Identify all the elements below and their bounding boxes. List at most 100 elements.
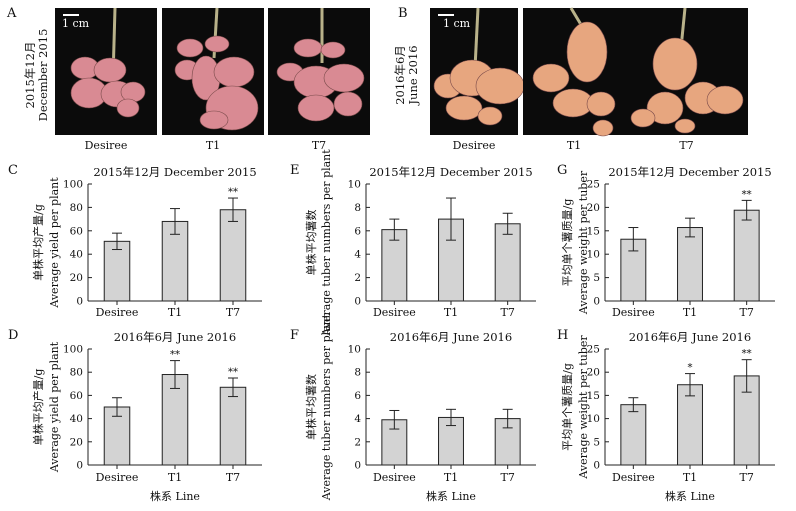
chart-title: 2016年6月 June 2016: [114, 330, 236, 344]
x-category-label: T1: [168, 306, 182, 319]
photo-date-cn: 2016年6月: [393, 45, 407, 105]
potato-tuber: [293, 38, 323, 58]
photo-date-en: June 2016: [406, 45, 420, 105]
y-axis-label-cn: 平均单个薯质量/g: [561, 199, 574, 287]
y-tick-label: 4: [354, 413, 361, 425]
x-category-label: T1: [168, 471, 182, 484]
y-tick-label: 0: [354, 460, 361, 472]
bar: [219, 386, 247, 466]
photo-line-label: T7: [312, 139, 326, 152]
potato-tuber: [674, 118, 696, 134]
potato-tuber: [204, 35, 230, 53]
photo-date-label: 2015年12月December 2015: [23, 29, 50, 122]
potato-tuber: [566, 21, 608, 83]
y-tick-label: 20: [70, 436, 83, 448]
bar-chart-f: F 2016年6月 June 2016 单株平均薯数 Average tuber nu…: [290, 313, 536, 503]
y-tick-label: 4: [354, 249, 361, 261]
potato-tuber: [586, 91, 616, 117]
chart-panel-letter: H: [557, 328, 568, 343]
y-tick-label: 10: [587, 249, 600, 261]
potato-tuber: [706, 85, 744, 115]
chart-panel-letter: C: [8, 163, 18, 178]
y-tick-label: 40: [70, 249, 83, 261]
x-category-label: T7: [226, 471, 240, 484]
bar: [677, 384, 703, 466]
y-tick-label: 10: [348, 179, 361, 191]
bar: [103, 240, 131, 302]
potato-tuber: [320, 41, 346, 59]
significance-marker: **: [742, 189, 752, 200]
x-category-label: Desiree: [373, 471, 416, 484]
bar-chart-c: C 2015年12月 December 2015 单株平均产量/g Average y…: [8, 163, 262, 319]
y-axis-label-cn: 单株平均产量/g: [31, 369, 45, 446]
y-axis-label-cn: 单株平均产量/g: [31, 204, 45, 281]
potato-tuber: [652, 37, 698, 91]
y-tick-label: 0: [593, 460, 600, 472]
significance-marker: **: [228, 367, 238, 378]
x-axis-label: 株系 Line: [665, 489, 715, 503]
y-tick-label: 5: [593, 436, 600, 448]
y-axis-label-en: Average weight per tuber: [577, 170, 590, 315]
y-tick-label: 2: [354, 272, 361, 284]
chart-panel-letter: F: [290, 328, 299, 343]
bar: [494, 223, 521, 302]
x-category-label: Desiree: [373, 306, 416, 319]
x-category-label: Desiree: [612, 471, 655, 484]
photo-date-cn: 2015年12月: [23, 42, 37, 109]
y-tick-label: 25: [587, 179, 600, 191]
bar: [677, 227, 703, 302]
significance-marker: **: [170, 350, 180, 361]
y-tick-label: 60: [70, 225, 83, 237]
x-category-label: Desiree: [612, 306, 655, 319]
x-category-label: T7: [500, 306, 514, 319]
y-tick-label: 10: [348, 344, 361, 356]
bar-chart-g: G 2015年12月 December 2015 平均单个薯质量/g Average …: [557, 163, 775, 319]
y-tick-label: 15: [587, 225, 600, 237]
y-tick-label: 5: [593, 272, 600, 284]
y-axis-label-en: Average tuber numbers per plant: [320, 149, 333, 337]
potato-tuber: [323, 63, 365, 93]
potato-tuber: [93, 57, 127, 83]
significance-marker: **: [228, 187, 238, 198]
y-tick-label: 0: [76, 296, 83, 308]
y-tick-label: 20: [587, 202, 600, 214]
y-axis-label-en: Average yield per plant: [48, 341, 61, 473]
chart-panel-letter: E: [290, 163, 300, 178]
y-tick-label: 8: [354, 367, 361, 379]
x-category-label: T1: [683, 306, 697, 319]
photo-date-en: December 2015: [36, 29, 50, 122]
y-axis-label-cn: 单株平均薯数: [304, 210, 318, 276]
y-tick-label: 6: [354, 390, 361, 402]
potato-tuber: [475, 67, 525, 105]
y-tick-label: 2: [354, 436, 361, 448]
photo-line-label: Desiree: [85, 139, 128, 152]
x-category-label: T7: [226, 306, 240, 319]
x-category-label: T1: [444, 306, 458, 319]
potato-tuber: [445, 95, 483, 121]
y-tick-label: 15: [587, 390, 600, 402]
plant-stem: [473, 7, 480, 69]
scale-bar-label: 1 cm: [443, 17, 471, 30]
y-tick-label: 80: [70, 367, 83, 379]
y-tick-label: 10: [587, 413, 600, 425]
x-category-label: T7: [739, 306, 753, 319]
x-axis-label: 株系 Line: [426, 489, 476, 503]
x-category-label: Desiree: [96, 471, 139, 484]
bar: [733, 209, 760, 302]
potato-tuber: [532, 63, 570, 93]
chart-title: 2015年12月 December 2015: [369, 165, 532, 179]
bar-chart-e: E 2015年12月 December 2015 单株平均薯数 Average tub…: [290, 149, 536, 337]
y-tick-label: 8: [354, 202, 361, 214]
x-category-label: T1: [444, 471, 458, 484]
significance-marker: *: [688, 363, 693, 374]
y-tick-label: 6: [354, 225, 361, 237]
y-tick-label: 100: [63, 179, 83, 191]
photo-date-label: 2016年6月June 2016: [393, 45, 420, 105]
potato-tuber: [116, 98, 140, 118]
chart-title: 2015年12月 December 2015: [608, 165, 771, 179]
y-axis-label-en: Average tuber numbers per plant: [320, 313, 333, 501]
y-axis-label-en: Average weight per tuber: [577, 335, 590, 480]
y-tick-label: 20: [70, 272, 83, 284]
x-category-label: T1: [683, 471, 697, 484]
